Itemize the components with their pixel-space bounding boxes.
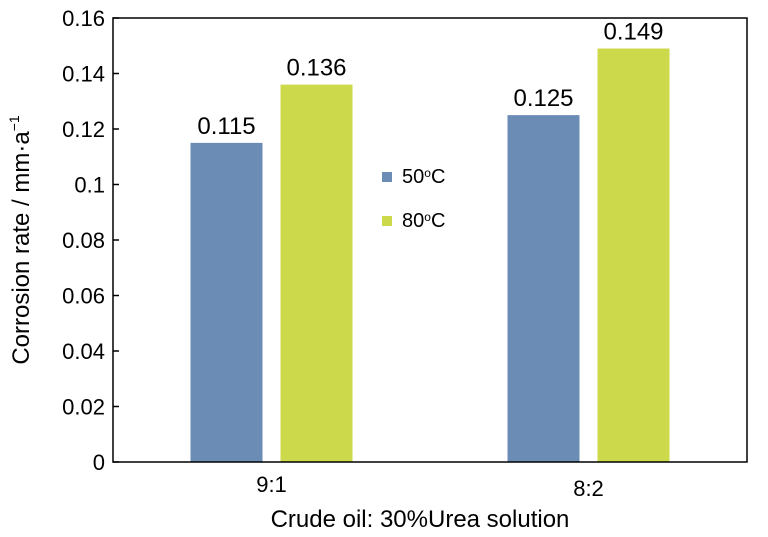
legend-swatch bbox=[382, 172, 392, 182]
x-axis: 9:1 8:2 bbox=[256, 472, 604, 501]
bar-50-8-2 bbox=[507, 115, 580, 462]
bar-data-label: 0.136 bbox=[286, 55, 346, 82]
y-tick-label: 0.02 bbox=[62, 395, 105, 420]
bar-80-9-1 bbox=[280, 84, 353, 462]
y-axis: 0 0.02 0.04 0.06 0.08 0.1 0.12 0.14 0.16 bbox=[62, 6, 119, 475]
y-tick-label: 0.08 bbox=[62, 228, 105, 253]
y-tick-label: 0.06 bbox=[62, 284, 105, 309]
data-labels-group: 0.115 0.136 0.125 0.149 bbox=[197, 19, 663, 140]
legend-label: 80oC bbox=[402, 210, 445, 232]
bar-80-8-2 bbox=[597, 48, 670, 463]
x-tick-label: 9:1 bbox=[256, 472, 287, 497]
y-tick-label: 0.1 bbox=[74, 173, 105, 198]
bars-group bbox=[190, 48, 670, 463]
legend-swatch bbox=[382, 216, 392, 226]
legend-label: 50oC bbox=[402, 166, 445, 188]
y-tick-label: 0.14 bbox=[62, 62, 105, 87]
y-tick-label: 0.16 bbox=[62, 6, 105, 31]
y-axis-title: Corrosion rate / mm·a−1 bbox=[6, 115, 35, 365]
x-axis-title: Crude oil: 30%Urea solution bbox=[271, 506, 570, 533]
x-tick-label: 8:2 bbox=[573, 476, 604, 501]
y-tick-label: 0 bbox=[93, 450, 105, 475]
legend: 50oC 80oC bbox=[382, 166, 445, 232]
bar-50-9-1 bbox=[190, 142, 263, 462]
y-tick-label: 0.04 bbox=[62, 339, 105, 364]
bar-data-label: 0.125 bbox=[513, 85, 573, 112]
bar-data-label: 0.149 bbox=[603, 19, 663, 46]
bar-data-label: 0.115 bbox=[197, 113, 255, 140]
y-tick-label: 0.12 bbox=[62, 117, 105, 142]
